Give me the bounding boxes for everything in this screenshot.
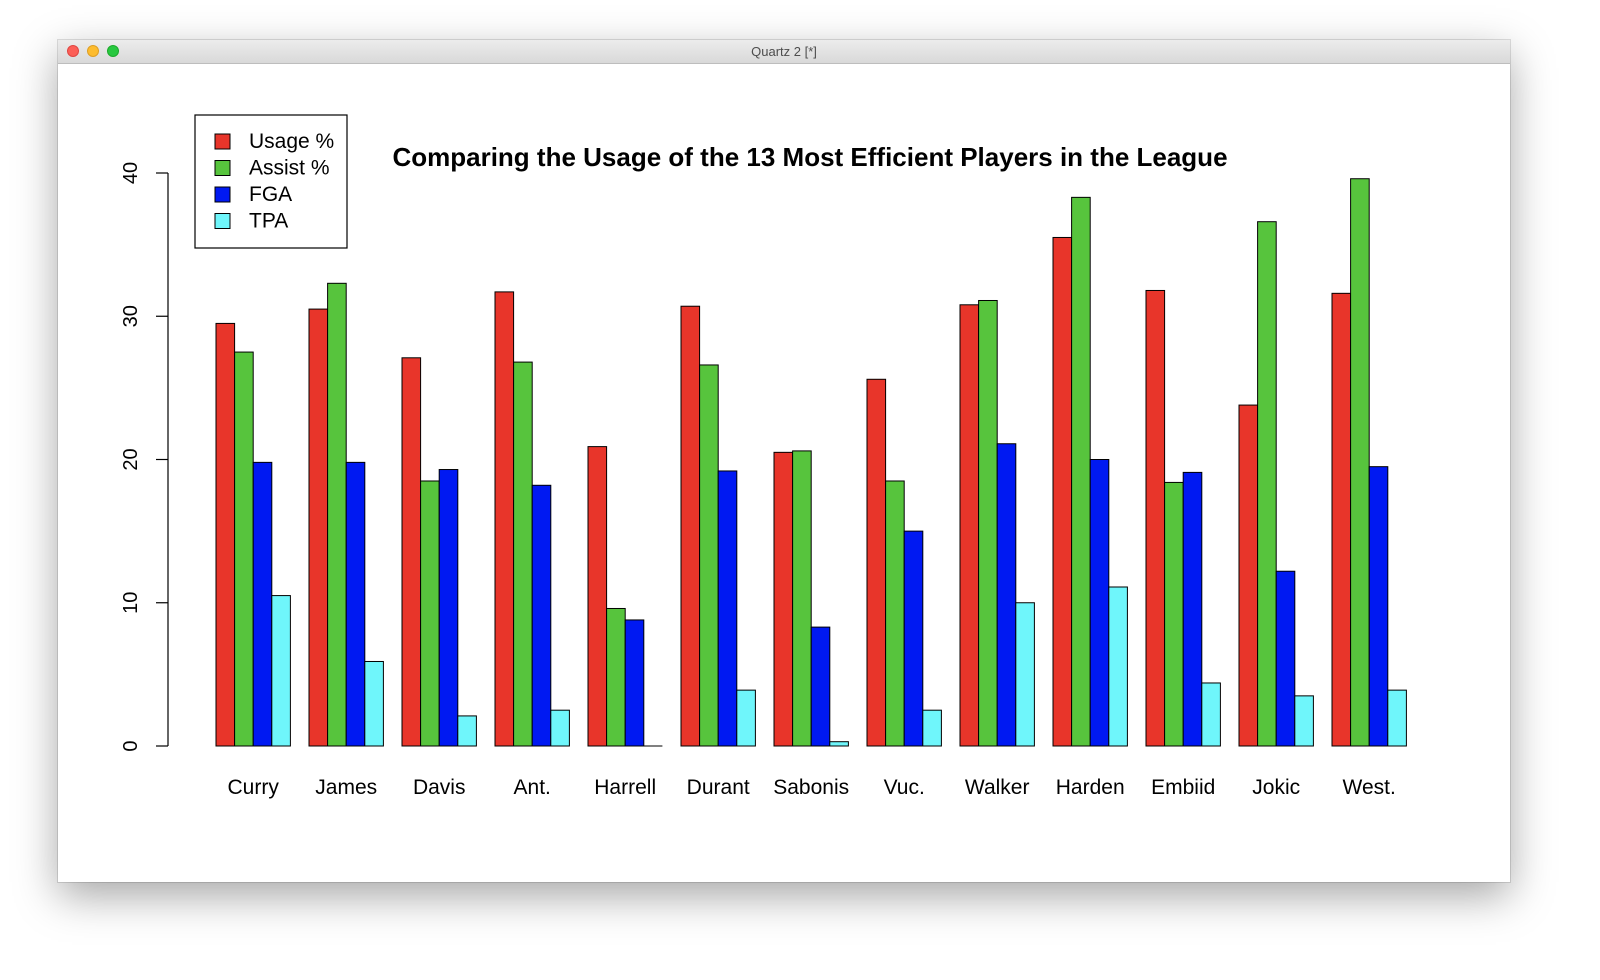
chart-title: Comparing the Usage of the 13 Most Effic…: [392, 142, 1227, 172]
bar-durant-tpa: [736, 689, 756, 747]
bar-vuc-assist: [885, 480, 905, 747]
bar-harrell-assist: [606, 607, 626, 747]
bar-curry-fga: [252, 461, 273, 747]
x-tick-label: James: [315, 776, 377, 799]
bar-ant-assist: [513, 361, 533, 747]
zoom-button[interactable]: [107, 45, 119, 57]
legend-label: TPA: [249, 210, 288, 233]
bar-harrell-fga: [624, 619, 645, 747]
title-bar[interactable]: Quartz 2 [*]: [58, 40, 1510, 64]
bar-embiid-fga: [1182, 471, 1203, 747]
bar-embiid-tpa: [1201, 682, 1221, 747]
x-tick-label: Vuc.: [884, 776, 925, 799]
bar-vuc-usage: [866, 378, 887, 747]
bar-durant-assist: [699, 364, 719, 747]
bar-curry-usage: [215, 322, 236, 747]
bar-jokic-tpa: [1294, 695, 1314, 747]
y-axis: 0 10 20 30 40: [120, 162, 169, 752]
bar-sabonis-assist: [792, 450, 812, 747]
bar-james-fga: [345, 461, 366, 747]
bar-vuc-fga: [903, 530, 924, 747]
x-tick-label: Embiid: [1151, 776, 1215, 799]
x-tick-label: West.: [1343, 776, 1396, 799]
legend-label: Assist %: [249, 157, 330, 180]
legend-swatch: [214, 186, 231, 203]
bar-james-usage: [308, 308, 329, 747]
bar-ant-tpa: [550, 709, 570, 747]
x-tick-label: Walker: [965, 776, 1030, 799]
bar-west-tpa: [1387, 689, 1407, 747]
bar-walker-tpa: [1015, 602, 1035, 747]
y-tick-label: 30: [120, 305, 142, 327]
x-axis-labels: Curry James Davis Ant. Harrell Durant Sabonis V…: [228, 776, 1396, 799]
y-tick-label: 40: [120, 162, 142, 184]
bar-sabonis-tpa: [829, 741, 849, 747]
bar-walker-usage: [959, 304, 980, 747]
bar-west-assist: [1350, 178, 1370, 747]
bar-jokic-fga: [1275, 570, 1296, 747]
bar-harden-tpa: [1108, 586, 1128, 747]
bar-sabonis-fga: [810, 626, 831, 747]
app-window: Quartz 2 [*] Comparing the Usage of the …: [58, 40, 1510, 882]
bar-davis-usage: [401, 357, 422, 747]
bar-harrell-usage: [587, 446, 608, 747]
legend-swatch: [214, 160, 231, 176]
bar-ant-fga: [531, 484, 552, 747]
bars-group: [215, 178, 1407, 747]
bar-harden-assist: [1071, 196, 1091, 747]
bar-davis-fga: [438, 469, 459, 747]
bar-embiid-assist: [1164, 481, 1184, 747]
bar-davis-tpa: [457, 715, 477, 747]
bar-vuc-tpa: [922, 709, 942, 747]
bar-ant-usage: [494, 291, 515, 747]
close-button[interactable]: [67, 45, 79, 57]
x-tick-label: Sabonis: [773, 776, 849, 799]
y-tick-label: 0: [120, 740, 142, 751]
bar-west-fga: [1368, 466, 1389, 747]
bar-embiid-usage: [1145, 289, 1166, 747]
x-tick-label: Jokic: [1252, 776, 1300, 799]
x-tick-label: Curry: [228, 776, 280, 799]
bar-durant-fga: [717, 470, 738, 747]
bar-jokic-usage: [1238, 404, 1259, 747]
y-tick-label: 10: [120, 592, 142, 614]
bar-davis-assist: [420, 480, 440, 747]
grouped-bar-chart: Comparing the Usage of the 13 Most Effic…: [120, 114, 1407, 799]
x-tick-label: Harrell: [594, 776, 656, 799]
x-tick-label: Davis: [413, 776, 466, 799]
x-tick-label: Durant: [687, 776, 750, 799]
bar-curry-tpa: [271, 595, 291, 747]
bar-jokic-assist: [1257, 221, 1277, 747]
bar-james-tpa: [364, 660, 384, 747]
legend: Usage % Assist % FGA TPA: [194, 114, 348, 249]
window-title: Quartz 2 [*]: [751, 44, 817, 59]
bar-harden-fga: [1089, 459, 1110, 747]
minimize-button[interactable]: [87, 45, 99, 57]
bar-harden-usage: [1052, 236, 1073, 747]
bar-walker-fga: [996, 443, 1017, 747]
legend-label: Usage %: [249, 130, 334, 153]
bar-james-assist: [327, 282, 347, 747]
y-tick-label: 20: [120, 448, 142, 470]
legend-swatch: [214, 133, 231, 150]
bar-durant-usage: [680, 305, 701, 747]
legend-swatch: [214, 213, 231, 229]
bar-curry-assist: [234, 351, 254, 747]
x-tick-label: Harden: [1056, 776, 1125, 799]
x-tick-label: Ant.: [514, 776, 551, 799]
legend-label: FGA: [249, 183, 292, 206]
bar-west-usage: [1331, 292, 1352, 747]
bar-walker-assist: [978, 299, 998, 747]
bar-sabonis-usage: [773, 451, 794, 747]
